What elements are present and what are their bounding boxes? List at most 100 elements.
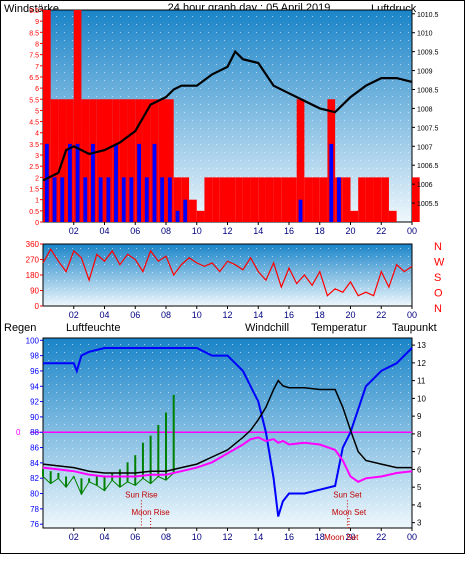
compass-label: N [434,241,442,253]
climate-x-tick-label: 12 [222,532,232,542]
gust-bar [219,177,228,222]
temperature-right-tick-label: 8 [417,430,422,439]
wind-direction-x-tick-label: 06 [130,310,140,320]
humidity-left-tick-label: 86 [30,444,39,453]
wind-left-tick-label: 0.5 [29,209,39,216]
wind-left-tick-label: 1 [35,198,39,205]
wind-left-tick-label: 7 [35,64,39,71]
wind-pressure-x-tick-label: 20 [345,226,355,236]
climate-x-tick-label: 10 [192,532,202,542]
dewpoint-line [42,436,413,483]
climate-x-tick-label: 08 [161,532,171,542]
climate-gridpoints [43,338,412,528]
gust-bar [119,99,128,222]
gust-bar [127,99,136,222]
wind-left-tick-label: 8 [35,41,39,48]
wind-left-tick-label: 2 [35,175,39,182]
wind-pressure-x-tick-label: 14 [253,226,263,236]
wind-left-tick-label: 3 [35,153,39,160]
gust-bar [304,177,313,222]
pressure-right-tick-label: 1005.5 [417,201,439,208]
gust-bar [142,99,151,222]
gust-bar [204,177,213,222]
wind-direction-x-tick-label: 04 [99,310,109,320]
compass-label: O [434,288,443,300]
compass-label: N [434,303,442,315]
pressure-right-tick-label: 1007 [417,144,433,151]
average-wind-bar [144,177,149,222]
average-wind-bar [137,143,142,222]
pressure-right-tick-label: 1008 [417,106,433,113]
humidity-left-tick-label: 90 [30,413,39,422]
average-wind-bar [83,177,88,222]
temperature-right-tick-label: 13 [417,341,426,350]
gust-bar [312,177,320,222]
rain-value: 0 [16,428,21,437]
direction-left-tick-label: 270 [26,256,40,265]
wind-direction-x-tick-label: 08 [161,310,171,320]
average-wind-bar [167,177,172,222]
humidity-left-tick-label: 94 [30,382,39,391]
gust-bar [166,99,174,222]
temperature-right-tick-label: 5 [417,483,422,492]
wind-direction-x-tick-label: 22 [376,310,386,320]
climate-x-tick-label: 18 [315,532,325,542]
climate-legend-row: Regen Luftfeuchte Windchill Temperatur T… [4,322,437,334]
wind-left-tick-label: 9.5 [29,8,39,15]
climate-x-tick-label: 14 [253,532,263,542]
gust-bar [235,177,243,222]
wind-pressure-x-tick-label: 00 [407,226,417,236]
wind-pressure-x-tick-label: 06 [130,226,140,236]
legend-luftfeuchte: Luftfeuchte [66,322,120,334]
humidity-left-tick-label: 78 [30,505,39,514]
humidity-left-tick-label: 76 [30,520,39,529]
wind-direction-x-tick-label: 16 [284,310,294,320]
gust-bar [158,99,166,222]
temperature-right-tick-label: 7 [417,448,422,457]
gust-bar [104,99,113,222]
wind-left-tick-label: 9 [35,19,39,26]
wind-pressure-x-tick-label: 10 [192,226,202,236]
event-label: Moon Set [332,508,367,517]
event-label: Moon Rise [132,508,171,517]
climate-x-tick-label: 22 [376,532,386,542]
average-wind-bar [60,177,65,222]
wind-left-tick-label: 1.5 [29,187,39,194]
wind-pressure-x-tick-label: 12 [222,226,232,236]
gust-bar [358,177,366,222]
humidity-left-tick-label: 80 [30,490,39,499]
humidity-left-tick-label: 82 [30,474,39,483]
gust-bar [273,177,282,222]
gust-bar [296,99,305,222]
gust-bar [289,177,297,222]
direction-left-tick-label: 90 [30,287,39,296]
wind-left-tick-label: 0 [35,220,39,227]
gust-bar [342,177,351,222]
temperature-right-tick-label: 10 [417,394,426,403]
gust-bar [73,10,82,222]
wind-direction-x-tick-label: 18 [315,310,325,320]
gust-bar [81,99,90,222]
temperature-right-tick-label: 12 [417,359,426,368]
temperature-line [42,379,412,474]
climate-x-tick-label: 16 [284,532,294,542]
average-wind-bar [160,177,165,222]
wind-direction-x-tick-label: 10 [192,310,202,320]
average-wind-bar [67,143,72,222]
pressure-right-tick-label: 1010 [417,31,433,38]
pressure-right-tick-label: 1006 [417,182,433,189]
pressure-right-tick-label: 1009.5 [417,50,439,57]
average-wind-bar [106,177,111,222]
gust-bar [373,177,382,222]
average-wind-bar [91,143,95,222]
wind-left-tick-label: 3.5 [29,142,39,149]
gust-bar [227,177,236,222]
gust-bar [189,199,197,222]
average-wind-bar [44,143,49,222]
gust-bar [265,177,274,222]
gust-bar [96,99,105,222]
average-wind-bar [175,210,180,222]
pressure-right-tick-label: 1008.5 [417,88,439,95]
climate-x-tick-label: 20 [345,532,355,542]
